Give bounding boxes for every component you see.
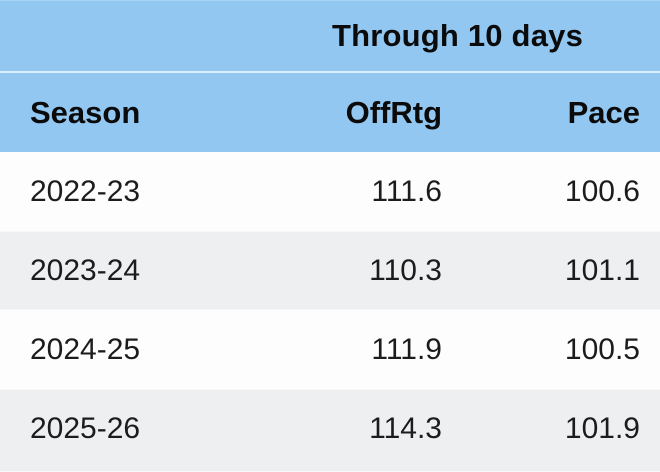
pace-cell: 100.6 — [564, 174, 640, 208]
table-spanner-row: Through 10 days — [0, 0, 660, 73]
table-header-row: Season OffRtg Pace — [0, 73, 660, 152]
season-cell: 2022-23 — [30, 174, 141, 208]
offrtg-cell: 111.9 — [371, 332, 442, 366]
offrtg-cell: 110.3 — [369, 253, 442, 287]
column-header-pace: Pace — [567, 94, 640, 130]
pace-cell: 101.9 — [564, 412, 640, 445]
table-row: 2022-23 111.6 100.6 — [0, 152, 660, 231]
table-row: 2024-25 111.9 100.5 — [0, 310, 660, 389]
offrtg-cell: 114.3 — [369, 412, 442, 445]
offrtg-cell: 111.6 — [371, 174, 442, 208]
table-row: 2023-24 110.3 101.1 — [0, 231, 660, 310]
pace-cell: 100.5 — [564, 332, 640, 366]
season-cell: 2023-24 — [30, 253, 141, 287]
season-cell: 2025-26 — [30, 412, 141, 445]
table-row: 2025-26 114.3 101.9 — [0, 389, 660, 472]
pace-cell: 101.1 — [564, 253, 640, 287]
spanner-label: Through 10 days — [331, 18, 584, 53]
season-cell: 2024-25 — [30, 332, 141, 366]
column-header-offrtg: OffRtg — [345, 94, 442, 130]
column-header-season: Season — [30, 94, 141, 130]
